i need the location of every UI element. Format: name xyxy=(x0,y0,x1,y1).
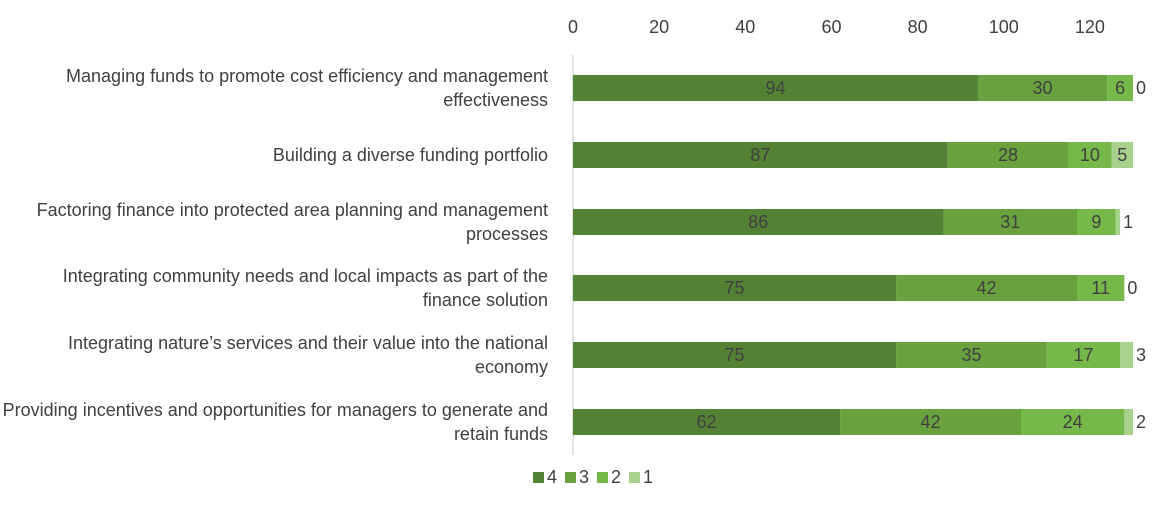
bar-segment xyxy=(573,75,978,101)
bar-segment xyxy=(1046,342,1121,368)
bar-segment xyxy=(573,209,944,235)
value-label: 87 xyxy=(750,145,770,165)
category-label: Building a diverse funding portfolio xyxy=(272,145,548,165)
value-label: 42 xyxy=(977,278,997,298)
x-tick-label: 80 xyxy=(908,17,928,37)
legend-swatch xyxy=(565,472,576,483)
value-label: 10 xyxy=(1080,145,1100,165)
bar-segment xyxy=(840,409,1021,435)
value-label: 75 xyxy=(725,278,745,298)
bar-segment xyxy=(947,142,1069,168)
category-label: Managing funds to promote cost efficienc… xyxy=(66,66,548,110)
value-label: 2 xyxy=(1136,412,1146,432)
legend-label: 3 xyxy=(579,467,589,487)
value-label: 0 xyxy=(1127,278,1137,298)
category-label: Integrating community needs and local im… xyxy=(62,266,548,310)
value-label: 75 xyxy=(725,345,745,365)
x-tick-label: 60 xyxy=(821,17,841,37)
category-label: Providing incentives and opportunities f… xyxy=(2,400,548,444)
bar-segment xyxy=(573,142,948,168)
legend-label: 4 xyxy=(547,467,557,487)
value-label: 3 xyxy=(1136,345,1146,365)
value-label: 1 xyxy=(1123,212,1133,232)
bar-segment xyxy=(1115,209,1121,235)
category-label: Factoring finance into protected area pl… xyxy=(36,200,548,244)
bar-segment xyxy=(896,275,1077,301)
bar-segment xyxy=(573,342,897,368)
bar-segment xyxy=(1021,409,1125,435)
value-label: 24 xyxy=(1063,412,1083,432)
legend-swatch xyxy=(533,472,544,483)
bar-segment xyxy=(1124,409,1133,435)
value-label: 9 xyxy=(1091,212,1101,232)
value-label: 42 xyxy=(921,412,941,432)
x-tick-label: 0 xyxy=(568,17,578,37)
x-tick-label: 100 xyxy=(989,17,1019,37)
legend-label: 1 xyxy=(643,467,653,487)
bar-segment xyxy=(1077,275,1125,301)
value-label: 62 xyxy=(697,412,717,432)
bar-segment xyxy=(943,209,1077,235)
legend-swatch xyxy=(629,472,640,483)
value-label: 86 xyxy=(748,212,768,232)
bar-segment xyxy=(977,75,1108,101)
bar-segment xyxy=(1068,142,1112,168)
category-label: Integrating nature’s services and their … xyxy=(68,333,548,377)
value-label: 6 xyxy=(1115,78,1125,98)
value-label: 35 xyxy=(961,345,981,365)
bar-segment xyxy=(1111,142,1133,168)
value-label: 30 xyxy=(1033,78,1053,98)
x-tick-label: 120 xyxy=(1075,17,1105,37)
value-label: 5 xyxy=(1117,145,1127,165)
value-label: 17 xyxy=(1073,345,1093,365)
value-label: 11 xyxy=(1091,278,1110,298)
bar-segment xyxy=(1077,209,1116,235)
value-label: 0 xyxy=(1136,78,1146,98)
x-tick-label: 40 xyxy=(735,17,755,37)
x-tick-label: 20 xyxy=(649,17,669,37)
bar-segment xyxy=(573,275,897,301)
bar-segment xyxy=(1107,75,1133,101)
value-label: 94 xyxy=(765,78,785,98)
bar-segment xyxy=(573,409,841,435)
value-label: 28 xyxy=(998,145,1018,165)
bar-segment xyxy=(1120,342,1133,368)
value-label: 31 xyxy=(1000,212,1020,232)
legend-swatch xyxy=(597,472,608,483)
bar-segment xyxy=(896,342,1047,368)
legend-label: 2 xyxy=(611,467,621,487)
